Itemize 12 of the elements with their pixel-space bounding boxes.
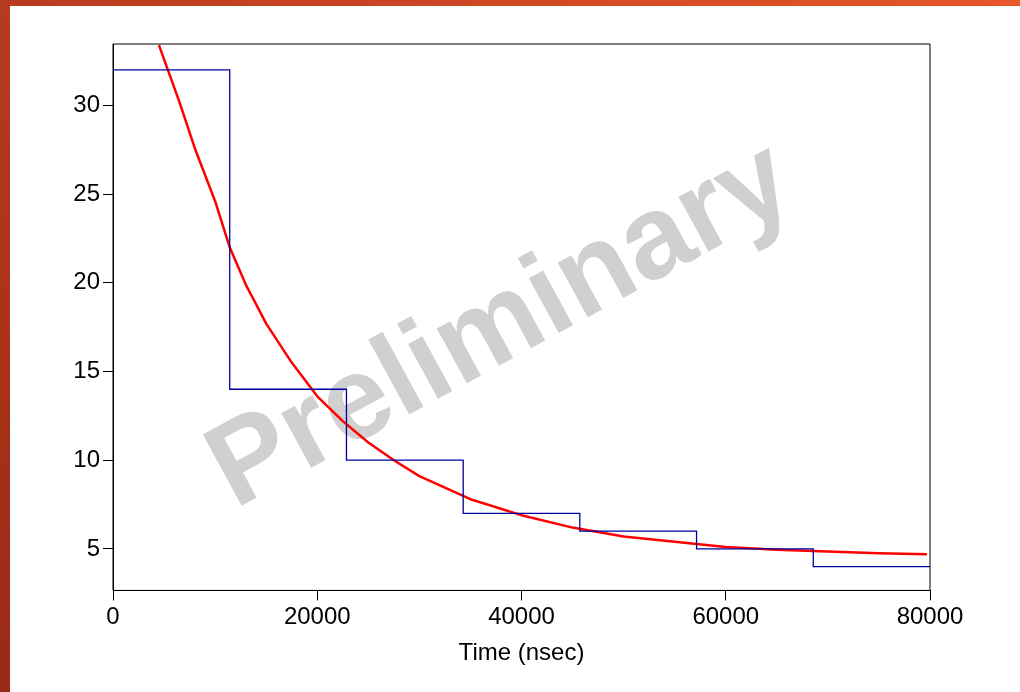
x-axis-title: Time (nsec) bbox=[458, 638, 585, 666]
x-tick-label: 20000 bbox=[283, 602, 351, 630]
x-tick-label: 40000 bbox=[488, 602, 555, 630]
x-tick-label: 80000 bbox=[896, 602, 964, 630]
x-tick-label: 0 bbox=[106, 602, 120, 630]
x-tick-label: 60000 bbox=[692, 602, 760, 630]
y-tick-label: 10 bbox=[73, 444, 100, 472]
y-tick-label: 15 bbox=[73, 356, 100, 384]
y-tick-label: 25 bbox=[73, 178, 100, 206]
y-tick-label: 30 bbox=[73, 90, 100, 118]
y-tick-label: 5 bbox=[86, 533, 100, 561]
y-tick-label: 20 bbox=[73, 267, 100, 295]
